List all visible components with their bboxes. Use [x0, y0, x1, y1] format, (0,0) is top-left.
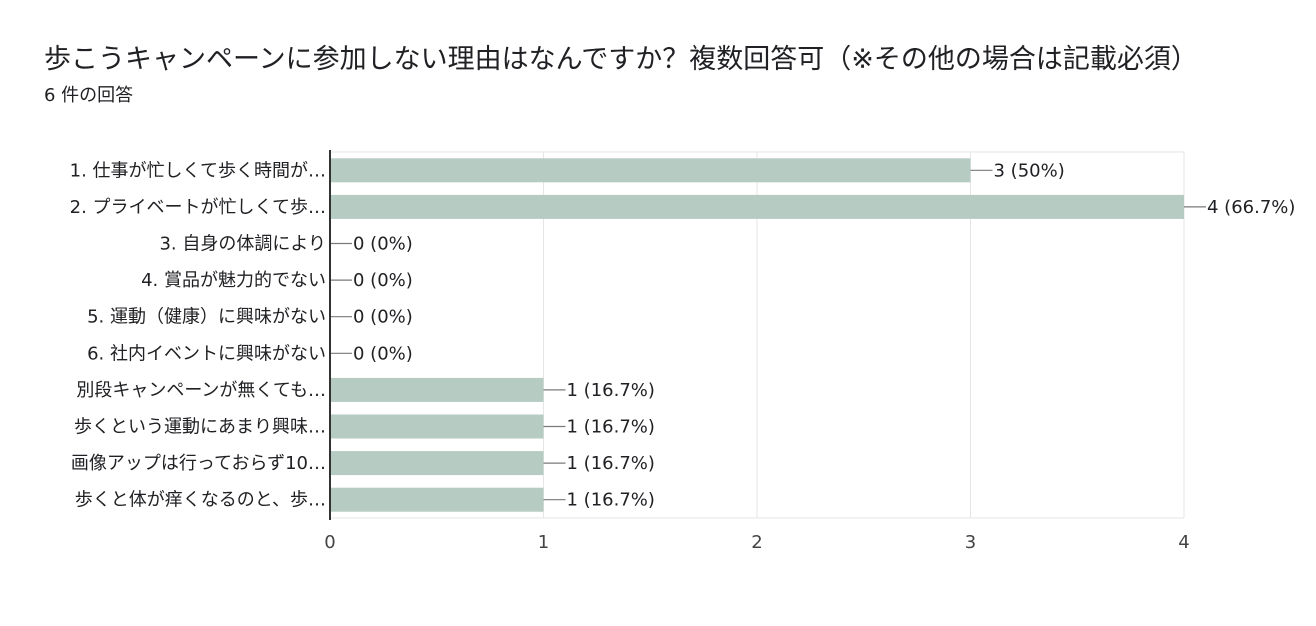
response-count: 6 件の回答 — [44, 85, 134, 106]
category-label: 3. 自身の体調により — [159, 234, 326, 255]
category-label: 歩くと体が痒くなるのと、歩… — [75, 490, 326, 511]
question-title: 歩こうキャンペーンに参加しない理由はなんですか？複数回答可（※その他の場合は記載… — [44, 44, 1198, 75]
bar — [330, 451, 544, 476]
bar — [330, 487, 544, 512]
bar — [330, 194, 1184, 219]
data-label: 0 (0%) — [353, 343, 413, 364]
category-label: 画像アップは行っておらず10… — [71, 453, 326, 474]
data-label: 0 (0%) — [353, 270, 413, 291]
category-label: 別段キャンペーンが無くても… — [76, 380, 326, 401]
x-tick-label: 4 — [1178, 532, 1189, 553]
bar — [330, 377, 544, 402]
data-label: 0 (0%) — [353, 307, 413, 328]
category-label: 5. 運動（健康）に興味がない — [87, 307, 326, 328]
x-tick-label: 3 — [965, 532, 976, 553]
data-label: 1 (16.7%) — [567, 453, 655, 474]
data-label: 1 (16.7%) — [567, 417, 655, 438]
x-tick-label: 2 — [751, 532, 762, 553]
x-tick-label: 1 — [538, 532, 549, 553]
bar — [330, 414, 544, 439]
bar — [330, 158, 971, 183]
category-label: 2. プライベートが忙しくて歩… — [70, 197, 326, 218]
data-label: 1 (16.7%) — [567, 490, 655, 511]
category-label: 歩くという運動にあまり興味… — [74, 417, 326, 438]
data-label: 0 (0%) — [353, 234, 413, 255]
data-label: 4 (66.7%) — [1207, 197, 1295, 218]
category-label: 4. 賞品が魅力的でない — [141, 270, 326, 291]
category-label: 6. 社内イベントに興味がない — [87, 343, 326, 364]
data-label: 3 (50%) — [994, 160, 1065, 181]
category-label: 1. 仕事が忙しくて歩く時間が… — [70, 160, 326, 181]
data-label: 1 (16.7%) — [567, 380, 655, 401]
x-tick-label: 0 — [324, 532, 335, 553]
chart-header: 歩こうキャンペーンに参加しない理由はなんですか？複数回答可（※その他の場合は記載… — [44, 40, 1304, 108]
